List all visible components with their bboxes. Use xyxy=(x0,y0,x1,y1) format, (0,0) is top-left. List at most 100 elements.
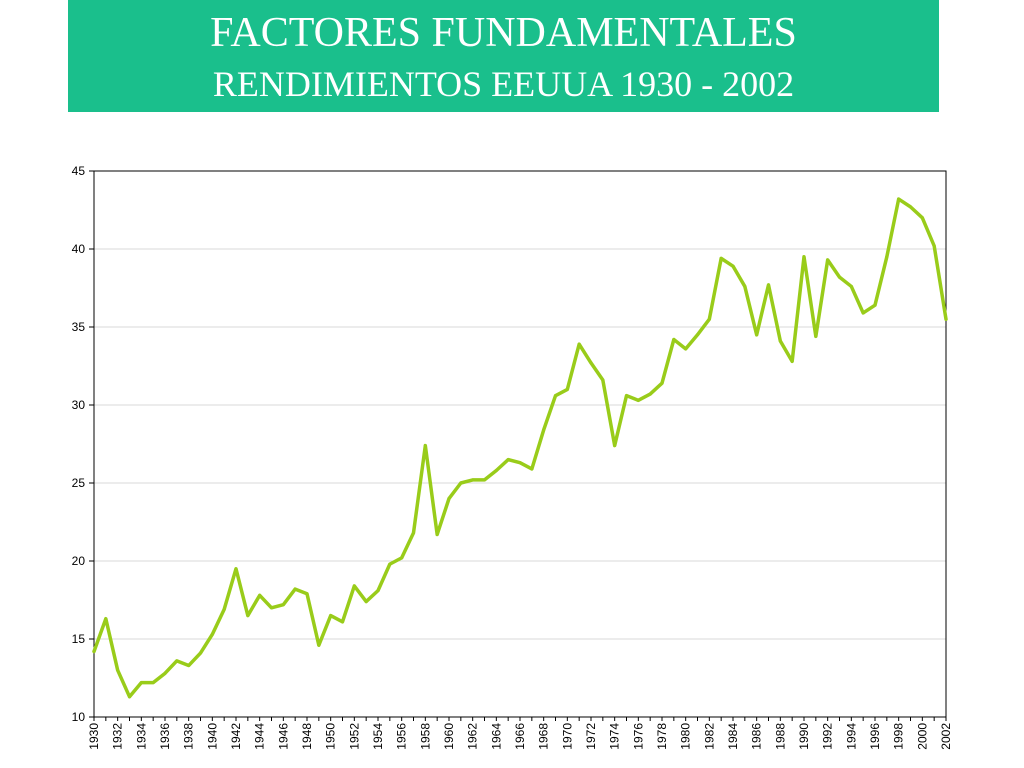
data-point xyxy=(625,394,628,398)
data-point xyxy=(589,361,593,365)
grid-lines xyxy=(94,248,946,640)
y-tick-label: 40 xyxy=(72,242,86,256)
data-point xyxy=(281,603,285,607)
data-point xyxy=(613,444,617,448)
data-point xyxy=(270,606,273,610)
y-tick-label: 15 xyxy=(72,632,86,646)
data-point xyxy=(861,311,865,315)
data-point xyxy=(293,587,297,591)
data-point xyxy=(565,387,569,391)
x-tick-label: 1980 xyxy=(679,723,693,750)
data-point xyxy=(636,398,640,402)
data-point xyxy=(352,584,356,588)
data-point xyxy=(672,337,676,341)
data-point xyxy=(376,589,380,593)
y-tick-label: 20 xyxy=(72,554,86,568)
data-point xyxy=(341,620,344,624)
data-point xyxy=(246,614,250,618)
x-tick-label: 1964 xyxy=(489,723,503,750)
x-tick-label: 1976 xyxy=(631,723,645,750)
x-tick-label: 1996 xyxy=(868,723,882,750)
x-tick-label: 1934 xyxy=(134,723,148,750)
data-point xyxy=(684,347,688,351)
data-point xyxy=(601,378,605,382)
data-point xyxy=(210,632,214,636)
x-tick-label: 1946 xyxy=(276,723,290,750)
data-point xyxy=(542,428,546,432)
series-line xyxy=(92,197,948,699)
data-point xyxy=(471,478,475,482)
data-point xyxy=(222,607,226,611)
y-tick-label: 25 xyxy=(72,476,86,490)
data-point xyxy=(518,461,522,465)
data-point xyxy=(826,258,830,262)
x-tick-label: 1956 xyxy=(395,723,409,750)
y-tick-label: 10 xyxy=(72,710,86,724)
x-tick-label: 1992 xyxy=(821,723,835,750)
x-tick-label: 1932 xyxy=(111,723,125,750)
x-tick-label: 1938 xyxy=(182,723,196,750)
data-point xyxy=(459,481,463,485)
data-point xyxy=(435,532,439,536)
data-point xyxy=(932,244,936,248)
data-point xyxy=(778,339,782,343)
x-tick-label: 1954 xyxy=(371,723,385,750)
data-point xyxy=(885,255,889,259)
x-tick-label: 1990 xyxy=(797,723,811,750)
series-layer xyxy=(92,197,948,699)
data-point xyxy=(258,593,262,597)
x-tick-label: 1982 xyxy=(702,723,716,750)
data-point xyxy=(660,381,664,385)
data-point xyxy=(151,681,155,685)
data-point xyxy=(116,668,120,672)
page-subtitle: RENDIMIENTOS EEUUA 1930 - 2002 xyxy=(212,64,795,104)
x-tick-label: 1974 xyxy=(608,723,622,750)
data-point xyxy=(873,303,877,307)
x-tick-label: 2002 xyxy=(939,723,953,750)
y-tick-label: 30 xyxy=(72,398,86,412)
data-point xyxy=(719,256,723,260)
x-axis: 1930 1932 1934 1936 1938 1940 1942 1944 1946 1948… xyxy=(87,717,953,750)
data-point xyxy=(755,333,759,337)
data-point xyxy=(494,469,498,473)
data-point xyxy=(767,283,770,287)
data-point xyxy=(790,359,794,363)
data-point xyxy=(234,567,238,571)
data-point xyxy=(388,562,392,566)
data-point xyxy=(175,659,179,663)
x-tick-label: 1988 xyxy=(773,723,787,750)
x-tick-label: 1972 xyxy=(584,723,598,750)
data-point xyxy=(329,614,333,618)
data-point xyxy=(483,478,486,482)
data-point xyxy=(731,264,735,268)
x-tick-label: 1944 xyxy=(253,723,267,750)
x-tick-label: 1950 xyxy=(324,723,338,750)
data-point xyxy=(554,394,557,398)
x-tick-label: 2000 xyxy=(915,723,929,750)
data-point xyxy=(897,197,901,201)
x-tick-label: 1994 xyxy=(844,723,858,750)
y-tick-label: 35 xyxy=(72,320,86,334)
data-point xyxy=(187,664,191,668)
data-point xyxy=(838,275,841,279)
data-point xyxy=(305,592,309,596)
x-tick-label: 1966 xyxy=(513,723,527,750)
x-tick-label: 1984 xyxy=(726,723,740,750)
data-point xyxy=(577,342,581,346)
data-point xyxy=(506,458,510,462)
data-point xyxy=(920,216,924,220)
data-point xyxy=(447,497,451,501)
x-tick-label: 1968 xyxy=(537,723,551,750)
data-point xyxy=(423,444,427,448)
data-point xyxy=(802,255,806,259)
x-tick-label: 1952 xyxy=(347,723,361,750)
x-tick-label: 1962 xyxy=(466,723,480,750)
data-point xyxy=(944,317,948,321)
data-point xyxy=(92,649,96,653)
y-tick-label: 45 xyxy=(72,164,86,178)
data-point xyxy=(163,671,167,675)
title-banner: FACTORES FUNDAMENTALES RENDIMIENTOS EEUU… xyxy=(68,0,939,112)
x-tick-label: 1940 xyxy=(205,723,219,750)
x-tick-label: 1970 xyxy=(560,723,574,750)
